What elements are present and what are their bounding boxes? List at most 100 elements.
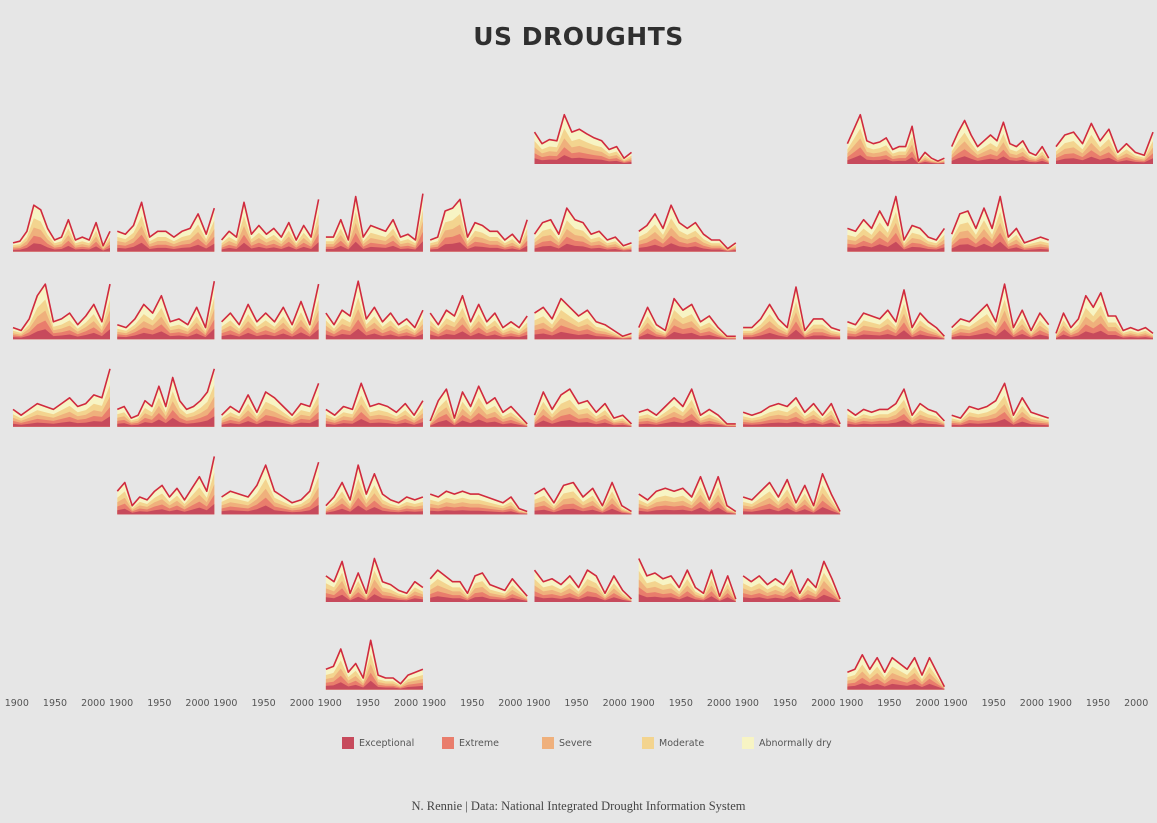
state-tile-15 (221, 283, 320, 340)
area-exceptional (743, 507, 841, 515)
state-tile-41 (325, 557, 424, 602)
state-tile-26 (221, 383, 320, 427)
legend-swatch (742, 737, 754, 749)
area-extreme (847, 147, 945, 164)
drought-outline (533, 113, 632, 159)
drought-outline (742, 397, 841, 425)
area-exceptional (430, 596, 528, 602)
area-exceptional (847, 241, 945, 252)
area-exceptional (638, 331, 736, 340)
drought-outline (325, 557, 424, 595)
area-exceptional (221, 505, 319, 515)
state-tile-18 (534, 297, 632, 340)
drought-outline (221, 283, 320, 326)
state-tile-45 (742, 560, 841, 602)
area-exceptional (430, 331, 528, 340)
drought-outline (950, 119, 1050, 159)
drought-outline (846, 113, 945, 162)
drought-outline (951, 382, 1049, 419)
area-exceptional (325, 328, 423, 340)
legend-swatch (442, 737, 454, 749)
area-extreme (13, 407, 110, 427)
state-tile-17 (429, 294, 528, 340)
state-tile-28 (429, 385, 528, 427)
x-tick-label: 1900 (109, 698, 133, 709)
area-exceptional (951, 329, 1049, 340)
area-exceptional (847, 155, 945, 164)
drought-outline (429, 294, 528, 329)
x-tick-label: 1950 (356, 698, 380, 709)
area-severe (221, 487, 319, 515)
area-exceptional (430, 419, 528, 427)
drought-outline (116, 456, 216, 507)
x-tick-label: 1950 (982, 698, 1006, 709)
state-tile-32 (846, 388, 945, 427)
drought-outline (533, 388, 633, 425)
drought-outline (533, 569, 633, 600)
area-extreme (117, 407, 215, 427)
drought-outline (116, 368, 216, 419)
drought-outline (117, 281, 216, 329)
area-abnormally-dry (117, 368, 215, 427)
legend: Exceptional Extreme Severe Moderate Abnormal… (0, 736, 1157, 750)
x-tick-label: 2000 (811, 698, 835, 709)
drought-outline (220, 199, 320, 241)
area-severe (117, 396, 215, 427)
state-tile-11 (847, 195, 946, 252)
x-tick-label: 1950 (1086, 698, 1110, 709)
state-tile-34 (116, 456, 216, 515)
legend-label: Abnormally dry (759, 737, 832, 749)
area-extreme (325, 319, 423, 340)
state-tile-12 (950, 195, 1049, 252)
x-tick-label: 2000 (290, 698, 314, 709)
legend-item-exceptional: Exceptional (342, 736, 414, 750)
area-exceptional (951, 241, 1049, 252)
legend-swatch (542, 737, 554, 749)
area-extreme (325, 497, 423, 515)
state-tile-9 (533, 207, 632, 252)
area-exceptional (117, 504, 215, 515)
drought-outline (221, 383, 320, 416)
drought-outline (429, 198, 528, 244)
area-exceptional (534, 596, 632, 602)
state-tile-1 (846, 113, 945, 164)
area-exceptional (534, 331, 632, 340)
area-exceptional (638, 243, 736, 252)
x-tick-label: 1950 (147, 698, 171, 709)
area-exceptional (638, 507, 736, 515)
state-tile-2 (950, 119, 1050, 164)
drought-small-multiples: 1900 1950 2000 1900 1950 2000 1900 1950 2000 1900… (5, 113, 1154, 709)
state-tile-20 (743, 286, 841, 340)
x-tick-label: 2000 (81, 698, 105, 709)
state-tile-29 (533, 388, 633, 427)
drought-outline (638, 297, 736, 338)
area-exceptional (951, 156, 1049, 164)
legend-label: Moderate (659, 737, 705, 749)
area-extreme (951, 149, 1049, 164)
area-exceptional (743, 421, 841, 427)
state-tile-27 (325, 382, 424, 427)
legend-swatch (642, 737, 654, 749)
drought-outline (1055, 122, 1154, 157)
area-extreme (325, 672, 423, 690)
area-exceptional (13, 416, 110, 427)
state-tile-43 (533, 569, 633, 602)
state-tile-6 (220, 199, 320, 252)
state-tile-44 (638, 558, 737, 602)
drought-outline (325, 639, 424, 685)
legend-swatch (342, 737, 354, 749)
state-tile-4 (12, 204, 111, 252)
area-exceptional (951, 419, 1049, 427)
area-extreme (951, 320, 1049, 340)
area-extreme (221, 496, 319, 515)
area-exceptional (534, 508, 632, 515)
drought-outline (638, 204, 737, 250)
drought-outline (847, 289, 945, 337)
area-exceptional (847, 683, 945, 690)
area-moderate (117, 385, 215, 427)
x-tick-label: 2000 (707, 698, 731, 709)
area-exceptional (325, 419, 423, 427)
state-tile-21 (847, 289, 945, 340)
state-tile-33 (951, 382, 1049, 427)
x-tick-label: 1950 (773, 698, 797, 709)
